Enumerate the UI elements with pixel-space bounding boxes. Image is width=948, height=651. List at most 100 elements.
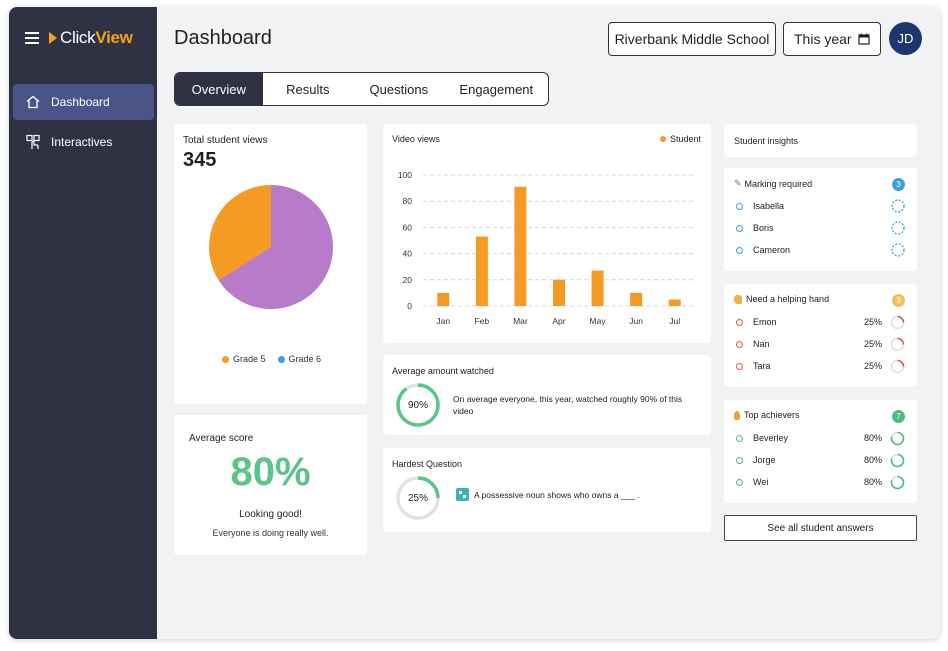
watched-percent-label: 90% xyxy=(407,399,428,411)
total-views-value: 345 xyxy=(183,149,217,171)
sidebar-item-dashboard[interactable]: Dashboard xyxy=(13,84,154,120)
list-item[interactable]: Wei 80% xyxy=(736,473,905,491)
student-name: Wei xyxy=(753,477,769,487)
average-score-card: Average score 80% Looking good! Everyone… xyxy=(174,415,367,555)
average-score-message: Everyone is doing really well. xyxy=(212,528,329,538)
list-item[interactable]: Emon 25% xyxy=(736,313,905,331)
status-dot xyxy=(736,340,743,348)
status-dot xyxy=(736,224,743,232)
list-item[interactable]: Nan 25% xyxy=(736,335,905,353)
y-tick-label: 60 xyxy=(403,222,413,232)
top-achievers-heading: Top achievers xyxy=(734,410,800,420)
pending-ring-icon xyxy=(891,199,905,213)
hardest-question-label: Hardest Question xyxy=(392,459,463,469)
score-ring-icon xyxy=(890,315,905,329)
legend-swatch-grade6 xyxy=(277,355,285,363)
watched-progress-ring xyxy=(396,383,440,427)
clickview-logo[interactable]: Click View xyxy=(49,27,133,49)
sidebar-item-label: Dashboard xyxy=(51,95,110,109)
list-item[interactable]: Tara 25% xyxy=(736,357,905,375)
pending-ring-icon xyxy=(891,243,905,257)
x-tick-label: Jul xyxy=(669,316,680,326)
y-tick-label: 20 xyxy=(403,275,413,285)
sidebar-item-interactives[interactable]: Interactives xyxy=(13,124,154,160)
x-tick-label: Jun xyxy=(629,316,643,326)
average-score-headline: Looking good! xyxy=(239,509,302,520)
raised-hand-icon xyxy=(734,294,742,304)
hardest-question-card: Hardest Question 25% A possessive noun s… xyxy=(383,448,711,532)
avatar-initials: JD xyxy=(897,31,914,46)
status-dot xyxy=(736,362,743,370)
top-achievers-title: Top achievers xyxy=(744,410,800,420)
x-tick-label: May xyxy=(590,316,607,326)
y-tick-label: 100 xyxy=(398,170,412,180)
tab-questions[interactable]: Questions xyxy=(353,73,445,105)
status-dot xyxy=(736,202,743,210)
student-name: Emon xyxy=(753,317,777,327)
hardest-question-link[interactable]: A possessive noun shows who owns a ___ . xyxy=(456,488,640,501)
school-selector[interactable]: Riverbank Middle School xyxy=(608,22,776,56)
status-dot xyxy=(736,318,743,326)
pie-slice-grade-5 xyxy=(209,185,271,281)
bar-jun xyxy=(630,292,643,306)
helping-count-badge: 3 xyxy=(892,294,905,307)
school-selector-label: Riverbank Middle School xyxy=(614,31,770,47)
marking-required-title: Marking required xyxy=(744,178,813,189)
list-item[interactable]: Boris xyxy=(736,219,905,237)
student-name: Isabella xyxy=(753,201,785,211)
list-item[interactable]: Jorge 80% xyxy=(736,451,905,469)
average-watched-label: Average amount watched xyxy=(392,366,494,376)
student-insights-title: Student insights xyxy=(734,136,799,146)
page-title: Dashboard xyxy=(174,27,272,49)
tab-engagement[interactable]: Engagement xyxy=(445,73,548,105)
score-ring-icon xyxy=(890,359,905,373)
score-ring-icon xyxy=(890,337,905,351)
average-watched-text: On average everyone, this year, watched … xyxy=(453,394,683,416)
student-score: 25% xyxy=(863,339,882,349)
student-name: Beverley xyxy=(753,433,789,443)
touch-icon xyxy=(26,134,40,149)
tab-results[interactable]: Results xyxy=(263,73,354,105)
status-dot xyxy=(736,478,743,486)
student-score: 80% xyxy=(863,477,882,487)
pending-ring-icon xyxy=(891,221,905,235)
student-name: Nan xyxy=(753,339,770,349)
marking-count-badge: 3 xyxy=(892,178,905,191)
bar-apr xyxy=(553,279,565,306)
list-item[interactable]: Isabella xyxy=(736,197,905,215)
see-all-answers-button[interactable]: See all student answers xyxy=(724,515,917,541)
medal-icon xyxy=(734,410,740,420)
legend-label-grade5: Grade 5 xyxy=(233,354,266,364)
student-score: 80% xyxy=(863,433,882,443)
tab-label: Results xyxy=(286,81,330,97)
date-range-label: This year xyxy=(794,31,852,47)
student-score: 25% xyxy=(863,361,882,371)
y-tick-label: 80 xyxy=(403,196,413,206)
average-score-label: Average score xyxy=(189,433,254,444)
app-window: Click View Dashboard Interactives Dashboa… xyxy=(9,7,940,639)
student-name: Cameron xyxy=(753,245,791,255)
marking-count: 3 xyxy=(896,180,901,189)
menu-icon[interactable] xyxy=(25,32,39,44)
avatar[interactable]: JD xyxy=(889,22,922,55)
score-ring-icon xyxy=(890,431,905,445)
play-logo-icon xyxy=(49,32,57,44)
video-views-label: Video views xyxy=(392,134,440,144)
student-score: 80% xyxy=(863,455,882,465)
list-item[interactable]: Cameron xyxy=(736,241,905,259)
x-tick-label: Apr xyxy=(552,316,565,326)
video-views-legend: Student xyxy=(659,134,701,144)
date-range-selector[interactable]: This year xyxy=(783,22,881,56)
logo-text-click: Click xyxy=(60,28,96,47)
grade-pie-chart xyxy=(209,185,333,309)
tab-label: Questions xyxy=(369,81,429,97)
marking-required-card: ✎ Marking required 3 Isabella Boris Came… xyxy=(724,168,917,271)
top-achievers-card: Top achievers 7 Beverley 80% Jorge 80% Wei 80… xyxy=(724,400,917,503)
tab-overview[interactable]: Overview xyxy=(175,73,263,105)
total-views-card: Total student views 345 Grade 5 Grade 6 xyxy=(174,124,367,404)
achievers-count: 7 xyxy=(896,412,901,421)
list-item[interactable]: Beverley 80% xyxy=(736,429,905,447)
legend-swatch-grade5 xyxy=(222,355,229,363)
achievers-count-badge: 7 xyxy=(892,410,905,423)
see-all-label: See all student answers xyxy=(767,522,874,534)
